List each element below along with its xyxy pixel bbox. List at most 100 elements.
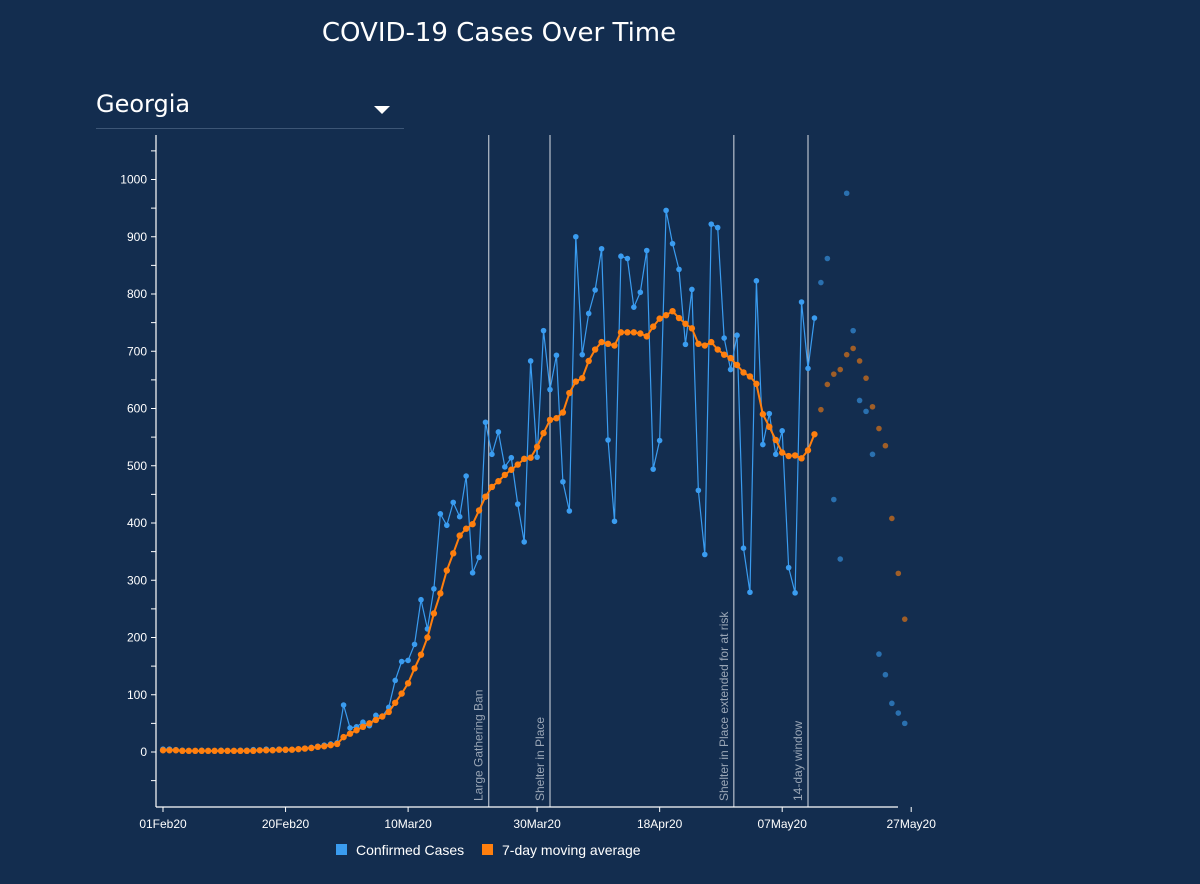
legend-swatch[interactable] (482, 844, 493, 855)
data-point (811, 431, 818, 438)
data-point (559, 409, 567, 416)
projected-point (863, 408, 869, 415)
data-point (373, 712, 379, 719)
data-point (811, 315, 818, 321)
y-tick-label: 100 (127, 688, 147, 702)
y-tick-label: 800 (127, 287, 147, 301)
data-point (572, 378, 579, 385)
legend-label[interactable]: Confirmed Cases (356, 842, 464, 858)
data-point (476, 554, 482, 561)
state-dropdown[interactable]: Georgia (96, 84, 404, 129)
data-point (379, 713, 386, 720)
event-label: Shelter in Place extended for at risk (717, 611, 731, 801)
data-point (553, 352, 560, 359)
y-tick-label: 700 (127, 344, 147, 358)
data-point (437, 590, 444, 597)
data-point (740, 545, 747, 551)
data-point (669, 240, 676, 247)
data-point (785, 452, 792, 460)
projected-point (889, 515, 895, 522)
data-point (727, 366, 734, 373)
projected-point (901, 616, 908, 622)
data-point (701, 342, 708, 349)
legend-swatch[interactable] (336, 844, 347, 855)
data-point (721, 335, 727, 341)
data-point (604, 340, 612, 348)
data-point (598, 245, 605, 252)
data-point (804, 447, 812, 454)
data-point (591, 346, 599, 353)
projected-point (850, 345, 856, 352)
data-point (417, 651, 425, 658)
data-point (450, 499, 457, 506)
data-point (159, 747, 167, 754)
legend-label[interactable]: 7-day moving average (502, 842, 641, 858)
y-tick-label: 1000 (120, 173, 147, 187)
data-point (650, 466, 656, 472)
data-point (772, 436, 779, 444)
data-point (766, 410, 773, 417)
data-point (488, 483, 496, 491)
data-point (508, 454, 515, 461)
series-layer (159, 207, 818, 755)
data-point (617, 329, 625, 336)
data-point (553, 415, 560, 422)
data-point (630, 329, 638, 336)
data-point (489, 451, 495, 458)
data-point (256, 747, 263, 754)
data-point (346, 730, 354, 737)
data-point (359, 723, 367, 731)
data-point (263, 747, 270, 754)
x-tick-label: 27May20 (887, 817, 937, 831)
data-point (791, 452, 799, 459)
data-point (566, 389, 573, 397)
data-point (237, 747, 244, 755)
x-tick-label: 01Feb20 (139, 817, 187, 831)
data-point (585, 310, 592, 317)
projected-point (856, 358, 863, 364)
data-point (411, 665, 418, 672)
data-point (785, 564, 792, 571)
data-point (637, 330, 644, 337)
projected-point (901, 720, 908, 727)
data-point (463, 473, 469, 479)
data-point (456, 532, 463, 539)
events-layer: Large Gathering Ban Shelter in Place Shelt… (472, 135, 809, 807)
chevron-down-icon[interactable] (374, 106, 390, 114)
data-point (560, 478, 566, 485)
data-point (605, 437, 611, 443)
data-point (669, 307, 676, 315)
projected-point (850, 327, 856, 334)
data-point (792, 590, 798, 596)
data-point (688, 325, 696, 332)
data-point (772, 451, 779, 458)
data-point (566, 508, 573, 514)
data-point (185, 747, 192, 755)
data-point (676, 266, 682, 273)
data-point (166, 747, 173, 754)
data-point (217, 747, 225, 755)
data-point (656, 437, 663, 444)
data-point (695, 340, 702, 348)
data-point (714, 346, 721, 353)
data-point (579, 351, 586, 358)
data-point (573, 233, 579, 240)
data-point (275, 746, 283, 753)
data-point (366, 720, 373, 727)
data-point (760, 441, 766, 448)
data-point (250, 747, 257, 755)
data-point (502, 464, 508, 470)
data-point (533, 443, 541, 451)
data-point (702, 551, 708, 558)
data-point (340, 733, 347, 741)
data-point (430, 610, 438, 617)
data-point (740, 369, 747, 376)
data-point (308, 744, 315, 752)
data-point (663, 207, 669, 214)
data-point (682, 341, 689, 348)
x-tick-label: 30Mar20 (513, 817, 561, 831)
data-point (624, 329, 631, 336)
legend[interactable]: Confirmed Cases 7-day moving average (336, 842, 641, 858)
data-point (540, 327, 547, 334)
data-point (708, 338, 715, 346)
